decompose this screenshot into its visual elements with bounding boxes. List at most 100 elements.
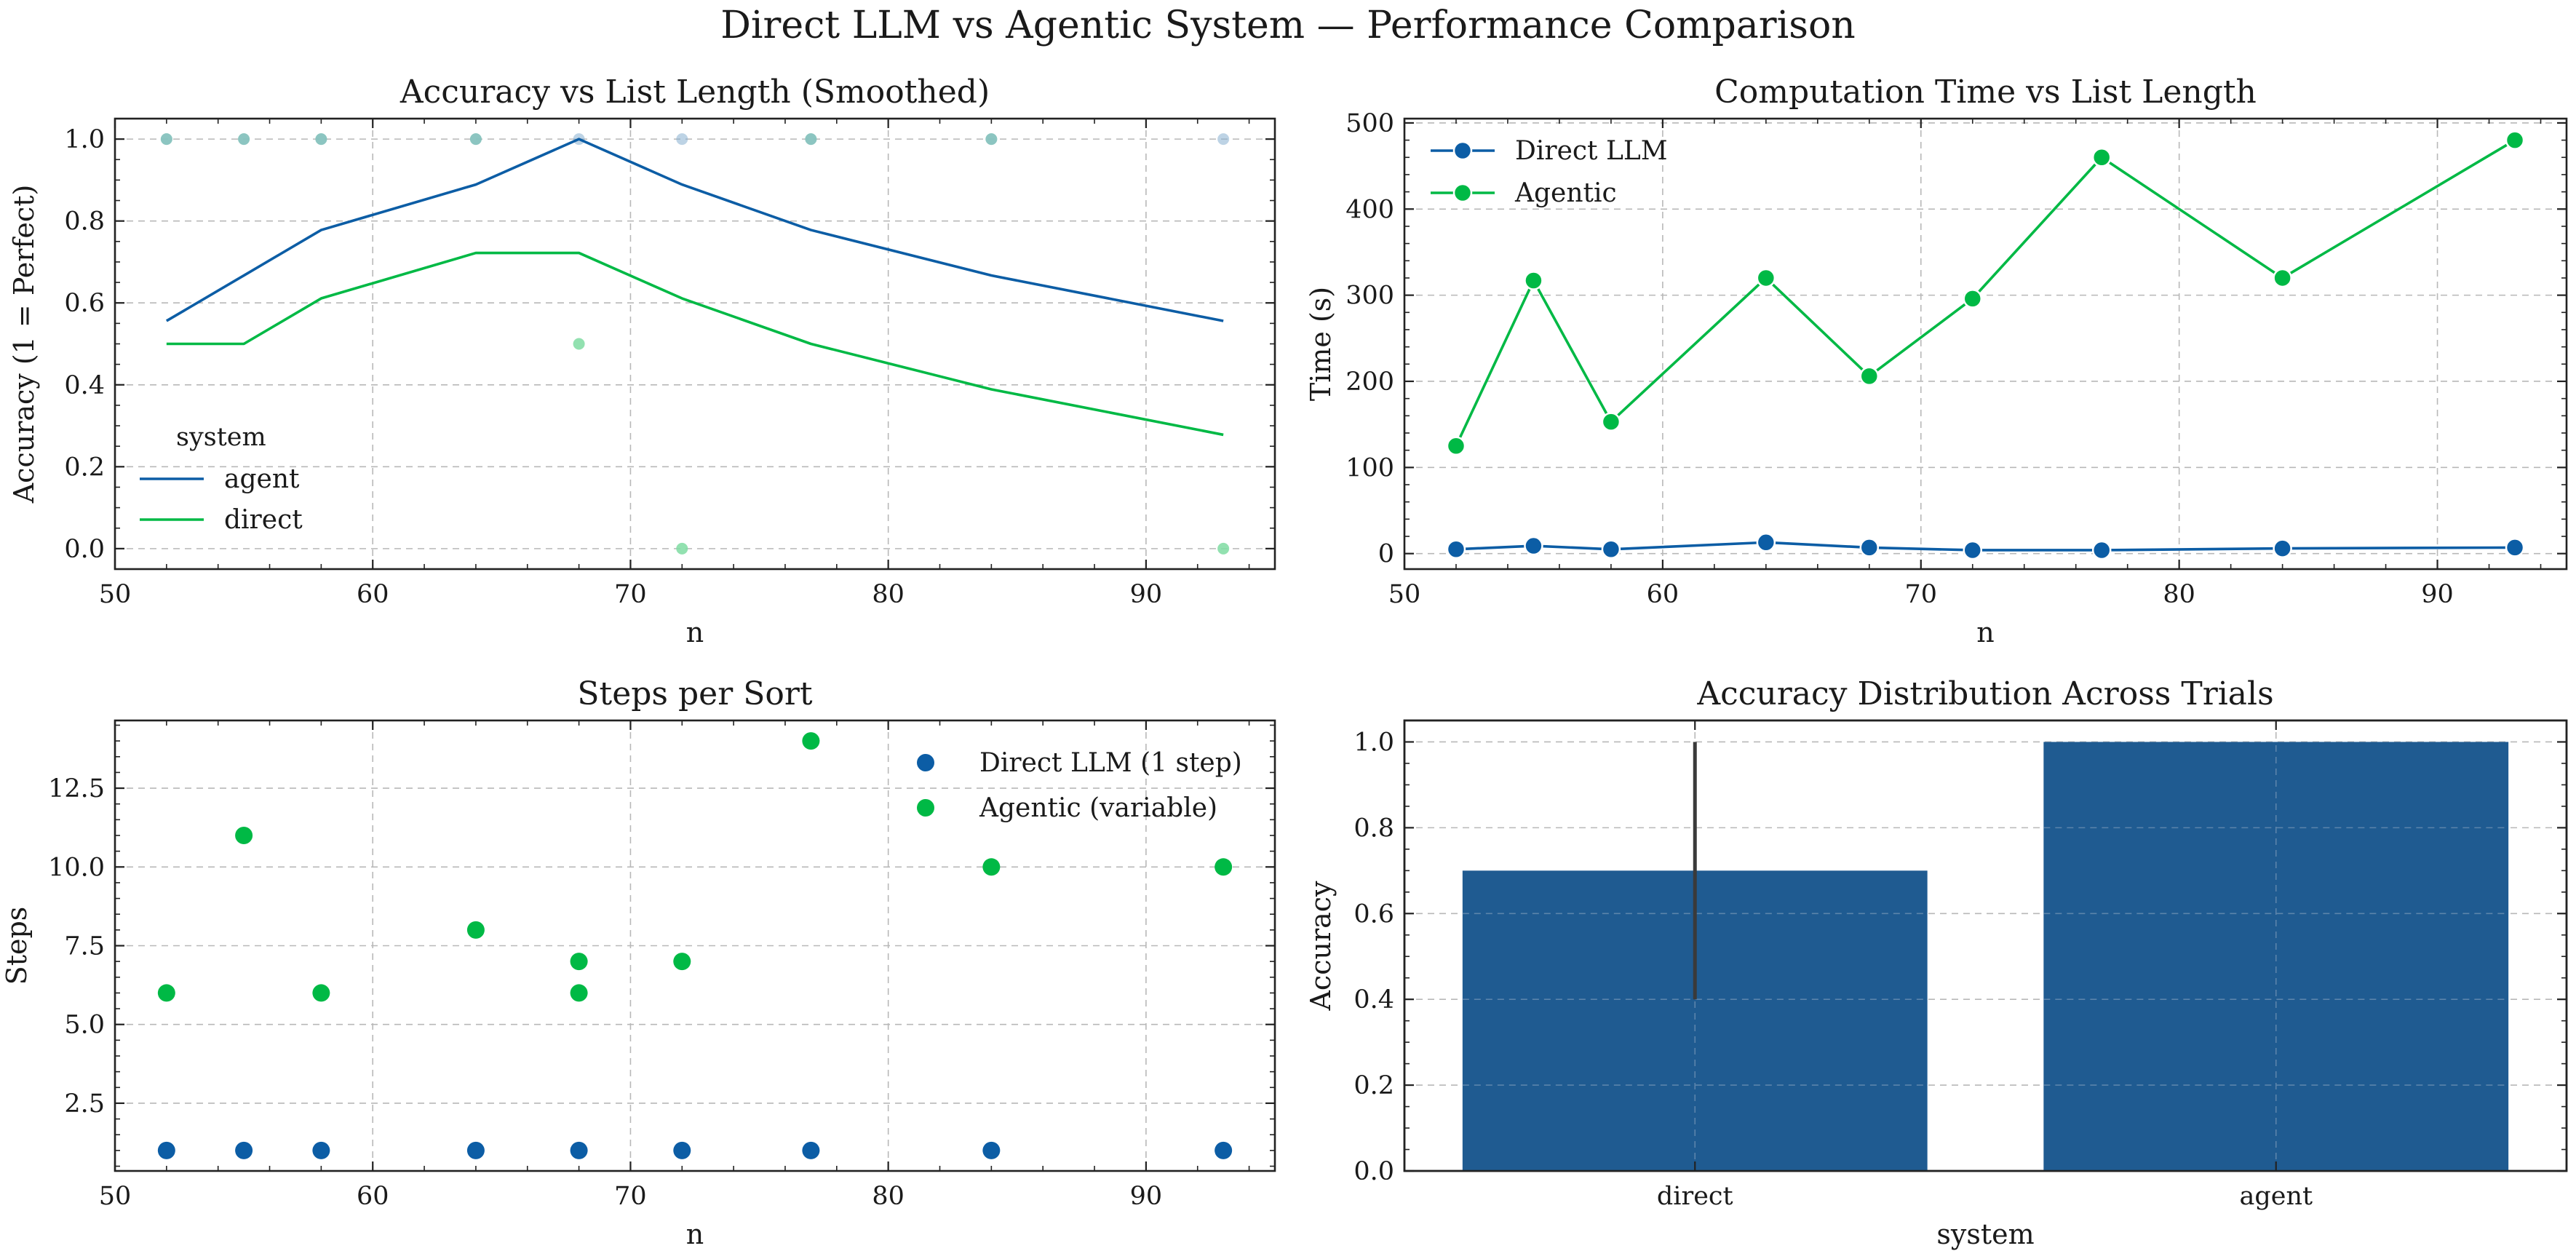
direct-llm-legend-label: Direct LLM	[1515, 136, 1668, 166]
accuracy_smoothed-y-tick-label: 0.2	[64, 453, 105, 482]
agent-raw-point	[315, 133, 327, 146]
computation_time-x-tick-label: 60	[1647, 580, 1679, 609]
direct-steps-point	[157, 1141, 175, 1159]
accuracy_distribution-y-tick-label: 0.4	[1353, 985, 1394, 1014]
accuracy_smoothed-title: Accuracy vs List Length (Smoothed)	[399, 74, 990, 111]
computation_time-x-tick-label: 80	[2163, 580, 2195, 609]
legend-title: system	[176, 423, 266, 452]
direct-llm-point	[1601, 539, 1621, 560]
steps_per_sort-x-tick-label: 70	[614, 1182, 647, 1211]
accuracy_smoothed-y-tick-label: 0.0	[64, 535, 105, 564]
direct-llm-point	[2505, 538, 2525, 557]
agentic-point	[1963, 289, 1983, 309]
accuracy_smoothed-x-tick-label: 60	[357, 580, 389, 609]
agentic-legend-label: Agentic	[1514, 178, 1617, 208]
accuracy_smoothed-axes-frame	[114, 117, 1276, 571]
direct-llm-point	[1756, 533, 1776, 552]
agentic-point	[1446, 436, 1466, 456]
direct-steps-point	[982, 1141, 1001, 1159]
steps_per_sort-x-tick-label: 50	[99, 1182, 132, 1211]
accuracy_smoothed-x-tick-label: 80	[872, 580, 905, 609]
accuracy_smoothed-y-tick-label: 1.0	[64, 125, 105, 154]
steps_per_sort-y-tick-label: 7.5	[64, 932, 105, 961]
steps-per-sort-panel: 50 60 70 80 90 2.5 5.0 7.5 10.0 12.5 Steps per Sor…	[1, 675, 1276, 1250]
direct-raw-point	[1217, 542, 1230, 555]
agentic-steps-point	[466, 921, 485, 939]
direct-llm-point	[1963, 540, 1983, 560]
direct-steps-point	[466, 1141, 485, 1159]
accuracy_smoothed-x-tick-label: 50	[99, 580, 132, 609]
agentic-steps-legend-marker	[917, 799, 934, 817]
computation_time-y-tick-label: 400	[1345, 195, 1394, 224]
steps_per_sort-title: Steps per Sort	[577, 675, 812, 712]
accuracy_distribution-y-tick-label: 0.6	[1353, 899, 1394, 929]
direct-steps-point	[673, 1141, 691, 1159]
steps_per_sort-y-axis-label: Steps	[1, 907, 33, 985]
computation_time-y-tick-label: 500	[1345, 109, 1394, 138]
agent-raw-point	[985, 133, 998, 146]
steps_per_sort-y-tick-label: 10.0	[48, 853, 105, 882]
agent-raw-point	[160, 133, 172, 146]
accuracy-smoothed-panel: 50 60 70 80 90 0.0 0.2 0.4 0.6 0.8 1.0 Accuracy vs …	[8, 74, 1276, 648]
steps_per_sort-y-tick-label: 5.0	[64, 1011, 105, 1040]
accuracy_distribution-y-axis-label: Accuracy	[1305, 881, 1337, 1012]
steps_per_sort-x-tick-label: 80	[872, 1182, 905, 1211]
agent-raw-point	[676, 133, 688, 146]
accuracy_smoothed-y-axis-label: Accuracy (1 = Perfect)	[8, 185, 40, 504]
direct-llm-legend-marker	[1452, 140, 1473, 161]
computation_time-y-tick-label: 100	[1345, 453, 1394, 482]
agent-raw-point	[1217, 133, 1230, 146]
computation_time-y-tick-label: 200	[1345, 368, 1394, 397]
direct-llm-point	[2091, 540, 2112, 560]
agent-category-label: agent	[2239, 1182, 2313, 1211]
agentic-point	[2273, 268, 2292, 288]
computation_time-x-axis-label: n	[1976, 616, 1994, 648]
accuracy_smoothed-y-tick-label: 0.6	[64, 289, 105, 318]
direct-steps-legend-label: Direct LLM (1 step)	[979, 748, 1242, 778]
direct-llm-point	[1524, 536, 1543, 556]
direct-legend-label: direct	[224, 505, 303, 535]
direct-steps-point	[1215, 1141, 1233, 1159]
accuracy-distribution-panel: 0.0 0.2 0.4 0.6 0.8 1.0 Accuracy Distribution …	[1305, 675, 2568, 1250]
agent-raw-point	[469, 133, 482, 146]
agentic-steps-point	[312, 984, 330, 1002]
computation_time-x-tick-label: 70	[1905, 580, 1938, 609]
accuracy_smoothed-x-tick-label: 70	[614, 580, 647, 609]
steps_per_sort-x-axis-label: n	[686, 1218, 704, 1250]
computation_time-x-tick-label: 90	[2421, 580, 2454, 609]
steps_per_sort-y-tick-label: 2.5	[64, 1089, 105, 1119]
agentic-steps-point	[570, 984, 588, 1002]
direct-llm-point	[1859, 538, 1880, 557]
direct-raw-point	[573, 338, 585, 350]
computation_time-x-tick-label: 50	[1388, 580, 1421, 609]
direct-llm-point	[1446, 539, 1466, 560]
accuracy_distribution-axes-frame-top	[1403, 719, 2568, 1172]
accuracy_smoothed-x-axis-label: n	[686, 616, 704, 648]
agentic-steps-point	[673, 953, 691, 971]
accuracy_distribution-y-tick-label: 1.0	[1353, 728, 1394, 757]
agentic-steps-legend-label: Agentic (variable)	[979, 793, 1217, 823]
steps_per_sort-y-tick-label: 12.5	[48, 774, 105, 803]
agentic-steps-point	[570, 953, 588, 971]
direct-raw-point	[676, 542, 688, 555]
steps_per_sort-x-tick-label: 60	[357, 1182, 389, 1211]
accuracy_smoothed-y-tick-label: 0.4	[64, 371, 105, 400]
agentic-steps-point	[982, 858, 1001, 876]
direct-category-label: direct	[1657, 1182, 1733, 1211]
accuracy_distribution-y-tick-label: 0.0	[1353, 1157, 1394, 1186]
accuracy_distribution-y-tick-label: 0.2	[1353, 1071, 1394, 1100]
accuracy_distribution-x-axis-label: system	[1936, 1218, 2034, 1250]
direct-llm-point	[2273, 539, 2292, 558]
agentic-point	[1859, 366, 1880, 386]
accuracy_distribution-y-tick-label: 0.8	[1353, 814, 1394, 843]
agentic-steps-point	[157, 984, 175, 1002]
direct-steps-point	[235, 1141, 253, 1159]
direct-steps-point	[802, 1141, 820, 1159]
computation_time-y-tick-label: 0	[1378, 540, 1394, 569]
computation_time-axes-frame	[1403, 117, 2568, 571]
accuracy_smoothed-y-tick-label: 0.8	[64, 207, 105, 237]
direct-steps-legend-marker	[917, 754, 934, 771]
agent-raw-point	[805, 133, 817, 146]
direct-steps-point	[312, 1141, 330, 1159]
